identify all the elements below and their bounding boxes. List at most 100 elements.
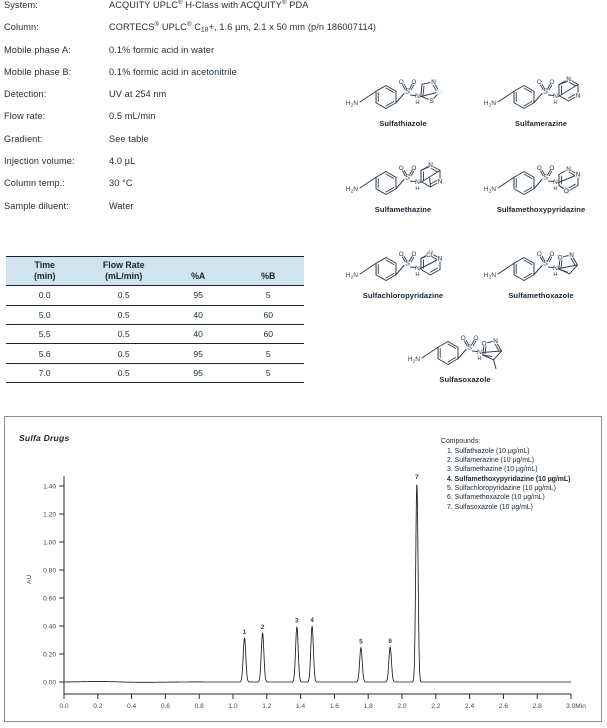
svg-text:S: S xyxy=(543,87,548,96)
svg-text:O: O xyxy=(549,251,554,258)
svg-text:4: 4 xyxy=(310,617,314,624)
svg-text:H: H xyxy=(553,186,557,192)
condition-label: Mobile phase A: xyxy=(4,44,71,55)
condition-row: Mobile phase B: 0.1% formic acid in aceto… xyxy=(4,67,334,89)
condition-label: Gradient: xyxy=(4,133,43,144)
table-cell: 95 xyxy=(163,363,233,384)
table-row: 5.0 0.5 40 60 xyxy=(6,305,304,325)
table-cell: 5.0 xyxy=(6,305,84,325)
column-header: Time (min) xyxy=(6,255,84,287)
svg-text:H2N: H2N xyxy=(346,272,358,280)
svg-text:H: H xyxy=(477,356,481,362)
svg-text:N: N xyxy=(438,179,443,186)
legend-item: 6. Sulfamethoxazole (10 µg/mL) xyxy=(447,494,545,502)
svg-text:N: N xyxy=(566,166,571,173)
column-header: %B xyxy=(232,255,304,287)
legend-item: 2. Sulfamerazine (10 µg/mL) xyxy=(447,457,535,465)
svg-text:H2N: H2N xyxy=(346,186,358,194)
svg-text:N: N xyxy=(415,265,420,272)
svg-text:O: O xyxy=(482,341,487,348)
svg-text:S: S xyxy=(467,343,472,352)
svg-text:S: S xyxy=(429,98,433,105)
svg-text:N: N xyxy=(493,338,498,345)
svg-text:H: H xyxy=(415,272,419,278)
svg-text:O: O xyxy=(558,255,563,262)
condition-row: Gradient: See table xyxy=(4,134,334,156)
svg-text:N: N xyxy=(415,93,420,100)
svg-text:Cl: Cl xyxy=(426,252,432,259)
svg-text:O: O xyxy=(411,79,416,86)
table-header: Time (min) Flow Rate (mL/min) %A %B xyxy=(6,255,304,287)
svg-text:O: O xyxy=(399,79,404,86)
table-row: 5.5 0.5 40 60 xyxy=(6,324,304,345)
table-cell: 5.6 xyxy=(6,343,84,364)
legend-item: 7. Sulfasoxazole (10 µg/mL) xyxy=(447,503,533,511)
legend-item: 5. Sulfachloropyridazine (10 µg/mL) xyxy=(447,484,556,492)
chemical-structures-panel: H2N S O O N H N S Sulfathiazole H2N S O O N H N N Sulfame… xyxy=(335,56,607,401)
table-cell: 0.0 xyxy=(6,285,84,306)
svg-text:2.8: 2.8 xyxy=(533,703,542,710)
svg-text:1.20: 1.20 xyxy=(43,511,56,518)
svg-text:0.0: 0.0 xyxy=(59,703,68,710)
svg-text:S: S xyxy=(405,173,410,182)
svg-text:O: O xyxy=(461,335,466,342)
condition-value: 0.5 mL/min xyxy=(109,111,156,122)
condition-row: Column temp.: 30 °C xyxy=(4,178,334,200)
table-cell: 0.5 xyxy=(83,285,164,306)
svg-text:1.8: 1.8 xyxy=(364,703,373,710)
svg-text:H: H xyxy=(553,100,557,106)
legend-item: 3. Sulfamethazine (10 µg/mL) xyxy=(447,466,538,474)
condition-row: System: ACQUITY UPLC® H-Class with ACQUIT… xyxy=(4,0,334,22)
svg-text:O: O xyxy=(549,79,554,86)
condition-label: System: xyxy=(4,0,38,10)
chromatogram-title: Sulfa Drugs xyxy=(19,433,70,443)
svg-text:O: O xyxy=(564,188,569,195)
table-cell: 0.5 xyxy=(83,343,164,364)
svg-text:N: N xyxy=(566,76,571,83)
svg-text:1.2: 1.2 xyxy=(262,703,271,710)
structure-sulfathiazole: H2N S O O N H N S Sulfathiazole xyxy=(337,56,469,128)
column-header: %A xyxy=(163,255,233,287)
table-cell: 0.5 xyxy=(83,324,164,345)
svg-text:N: N xyxy=(553,93,558,100)
svg-text:0.40: 0.40 xyxy=(43,623,56,630)
structure-sulfamethoxypyridazine: H2N S O O N H N N O Sulfamethoxypyridazine xyxy=(475,142,607,214)
condition-value: CORTECS® UPLC® C18+, 1.6 µm, 2.1 x 50 mm… xyxy=(109,21,377,34)
table-cell: 0.5 xyxy=(83,305,164,325)
condition-label: Detection: xyxy=(4,89,47,100)
svg-text:5: 5 xyxy=(359,639,363,646)
svg-text:N: N xyxy=(553,265,558,272)
structure-label: Sulfachloropyridazine xyxy=(362,291,444,300)
table-cell: 5 xyxy=(232,363,304,384)
svg-text:S: S xyxy=(543,173,548,182)
condition-label: Mobile phase B: xyxy=(4,66,72,77)
table-cell: 95 xyxy=(163,343,233,364)
svg-text:O: O xyxy=(549,165,554,172)
compounds-legend: Compounds: 1. Sulfathiazole (10 µg/mL) 2.… xyxy=(441,437,570,512)
table-cell: 40 xyxy=(163,324,233,345)
svg-text:6: 6 xyxy=(388,638,392,645)
svg-text:H2N: H2N xyxy=(346,100,358,108)
table-cell: 95 xyxy=(163,285,233,306)
svg-text:O: O xyxy=(537,251,542,258)
svg-text:1.40: 1.40 xyxy=(43,483,56,490)
chromatogram-plot: 0.00 0.20 0.40 0.60 0.80 1.00 1.20 1.40 AU 0.0 0.2… xyxy=(26,474,586,710)
svg-text:N: N xyxy=(553,179,558,186)
svg-text:1.00: 1.00 xyxy=(43,539,56,546)
structure-label: Sulfasoxazole xyxy=(439,375,491,384)
table-row: 7.0 0.5 95 5 xyxy=(6,363,304,384)
structure-sulfamethoxazole: H2N S O O N H N O Sulfamethoxazole xyxy=(475,228,607,300)
svg-text:0.80: 0.80 xyxy=(43,567,56,574)
svg-text:1.6: 1.6 xyxy=(330,703,339,710)
structure-label: Sulfamethazine xyxy=(374,205,432,214)
svg-text:O: O xyxy=(399,251,404,258)
svg-text:N: N xyxy=(576,172,581,179)
table-cell: 7.0 xyxy=(6,363,84,384)
table-row: 0.0 0.5 95 5 xyxy=(6,285,304,306)
condition-value: Water xyxy=(109,200,134,211)
condition-row: Sample diluent: Water xyxy=(4,201,334,223)
